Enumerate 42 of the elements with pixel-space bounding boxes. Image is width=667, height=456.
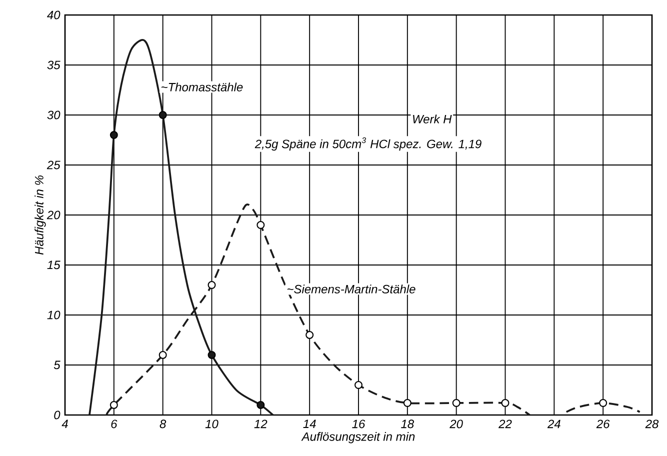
x-tick-label: 6 xyxy=(111,420,118,428)
y-tick-label: 20 xyxy=(46,210,60,220)
point xyxy=(256,400,265,409)
x-tick-label: 22 xyxy=(498,420,512,428)
y-tick-label: 25 xyxy=(46,160,60,170)
y-tick-label: 10 xyxy=(47,310,60,320)
x-tick-label: 26 xyxy=(596,420,610,428)
point xyxy=(208,350,216,359)
x-tick-label: 24 xyxy=(547,420,560,428)
point xyxy=(306,330,314,339)
point xyxy=(501,398,510,407)
x-axis-title: Auflösungszeit in min xyxy=(301,432,415,444)
y-tick-label: 0 xyxy=(54,410,60,420)
point xyxy=(110,130,118,139)
y-tick-label: 5 xyxy=(54,360,60,370)
point xyxy=(208,280,216,289)
y-axis-title: Häufigkeit in % xyxy=(34,176,46,255)
x-tick-label: 14 xyxy=(303,420,316,428)
y-tick-label: 15 xyxy=(47,260,60,270)
series-label: ~Thomasstähle xyxy=(161,82,243,92)
point xyxy=(354,380,362,389)
point xyxy=(452,398,460,407)
point xyxy=(158,350,167,359)
series-label: ~Siemens-Martin-Stähle xyxy=(287,284,416,294)
x-tick-label: 18 xyxy=(401,420,414,428)
x-tick-label: 8 xyxy=(160,420,166,428)
point xyxy=(403,398,412,407)
x-tick-label: 28 xyxy=(645,420,659,428)
point xyxy=(599,398,608,407)
x-tick-label: 12 xyxy=(254,420,268,428)
y-tick-label: 35 xyxy=(47,60,60,70)
x-tick-label: 16 xyxy=(352,420,366,428)
x-tick-label: 4 xyxy=(62,420,68,428)
point xyxy=(110,400,118,409)
point xyxy=(158,110,167,119)
annotation: 2,5g Späne in 50cm$^{3}$ HCl spez. Gew. 1,19 xyxy=(254,137,482,151)
x-tick-label: 10 xyxy=(205,420,218,428)
x-tick-label: 20 xyxy=(450,420,463,428)
y-tick-label: 40 xyxy=(47,10,60,20)
y-tick-label: 30 xyxy=(47,110,60,120)
annotation: Werk H xyxy=(413,114,452,124)
point xyxy=(256,220,265,229)
